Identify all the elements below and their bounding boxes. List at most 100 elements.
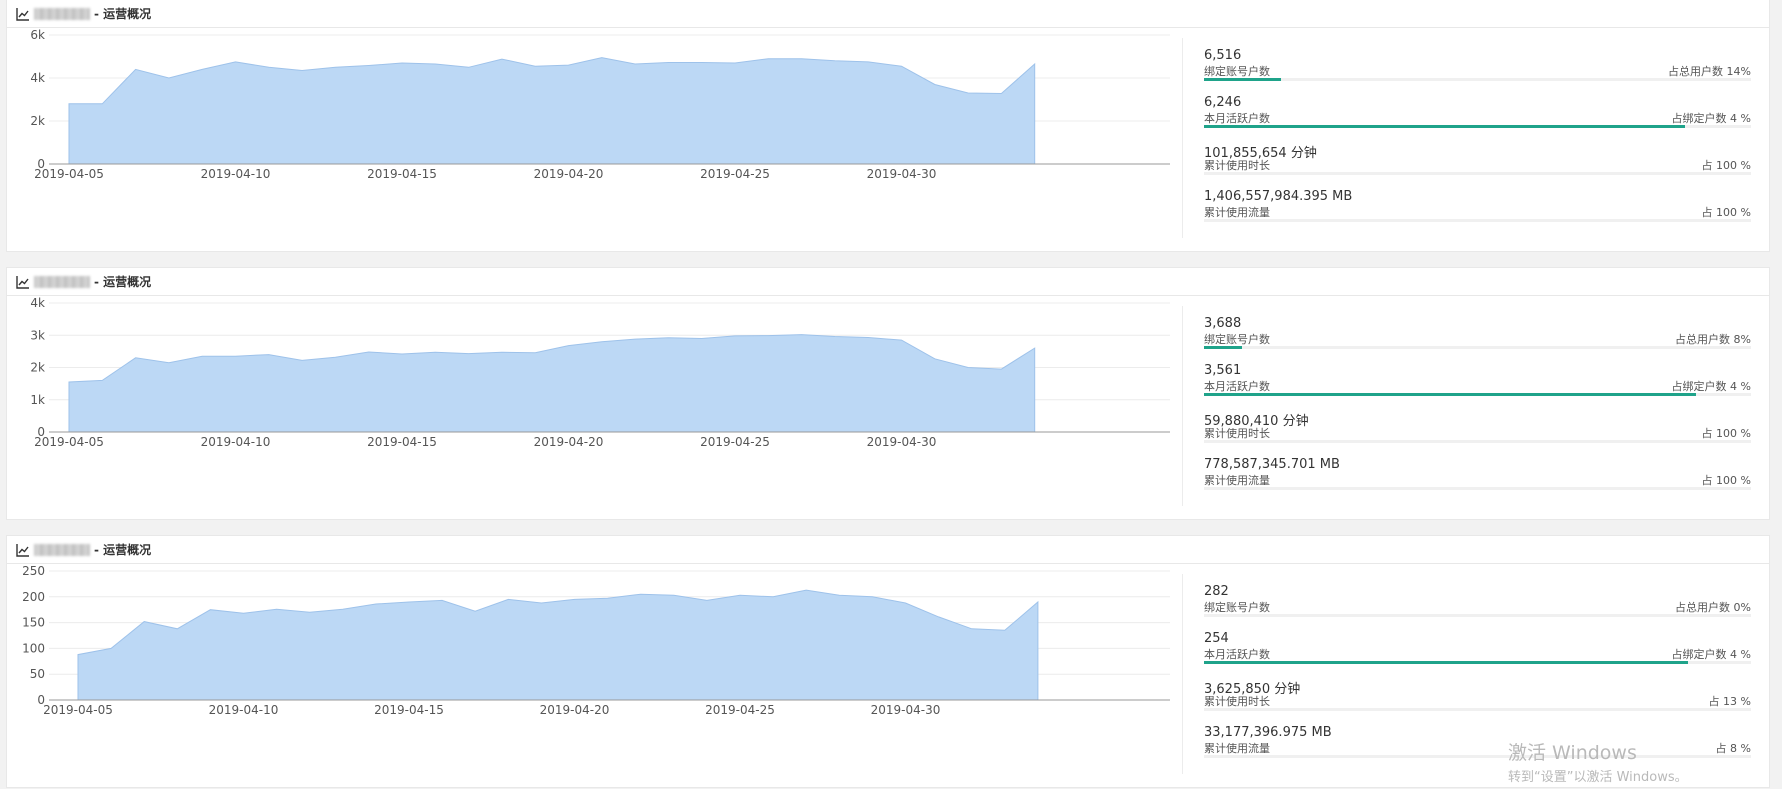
y-tick-label: 100 (22, 641, 45, 655)
stat-value: 3,561 (1204, 363, 1242, 378)
x-tick-label: 2019-04-05 (34, 167, 104, 181)
y-tick-label: 1k (30, 393, 45, 407)
stat-bound-accounts: 3,688 绑定账号户数 占总用户数 8% (1204, 316, 1751, 362)
area-series (68, 57, 1036, 165)
stat-bound-accounts: 6,516 绑定账号户数 占总用户数 14% (1204, 48, 1751, 94)
x-tick-label: 2019-04-25 (700, 435, 770, 449)
y-tick-label: 250 (22, 564, 45, 578)
stat-label: 绑定账号户数 (1204, 65, 1270, 78)
panel-title: - 运营概况 (94, 275, 152, 289)
stat-usage-traffic: 778,587,345.701 MB 累计使用流量 占 100 % (1204, 457, 1751, 503)
y-tick-label: 2k (30, 361, 45, 375)
stat-label: 累计使用时长 (1204, 427, 1270, 440)
stat-value: 101,855,654 分钟 (1204, 146, 1317, 161)
panel-header: - 运营概况 (7, 536, 1769, 564)
stat-label: 本月活跃户数 (1204, 380, 1270, 393)
stat-value: 6,246 (1204, 95, 1242, 110)
line-chart-icon (16, 543, 29, 557)
stat-ratio: 占绑定户数 4 % (1671, 112, 1751, 125)
progress-track (1204, 172, 1751, 175)
stat-ratio: 占 100 % (1701, 159, 1751, 172)
line-chart-icon (16, 275, 29, 289)
panel-divider (1182, 574, 1183, 774)
progress-fill (1204, 125, 1686, 128)
stat-value: 33,177,396.975 MB (1204, 725, 1332, 740)
stat-ratio: 占总用户数 0% (1675, 601, 1751, 614)
stat-label: 绑定账号户数 (1204, 333, 1270, 346)
stat-active-accounts: 6,246 本月活跃户数 占绑定户数 4 % (1204, 95, 1751, 141)
y-tick-label: 3k (30, 328, 45, 342)
x-tick-label: 2019-04-30 (867, 167, 937, 181)
x-tick-label: 2019-04-10 (201, 435, 271, 449)
progress-track (1204, 440, 1751, 443)
y-tick-label: 2k (30, 114, 45, 128)
stat-ratio: 占总用户数 8% (1675, 333, 1751, 346)
x-tick-label: 2019-04-10 (209, 703, 279, 717)
area-series (68, 334, 1036, 433)
x-tick-label: 2019-04-05 (43, 703, 113, 717)
line-chart-icon (16, 7, 29, 21)
panel-header: - 运营概况 (7, 268, 1769, 296)
stat-value: 3,625,850 分钟 (1204, 682, 1301, 697)
stat-ratio: 占 13 % (1708, 695, 1751, 708)
progress-track (1204, 614, 1751, 617)
x-tick-label: 2019-04-15 (374, 703, 444, 717)
y-tick-label: 6k (30, 28, 45, 42)
stat-label: 本月活跃户数 (1204, 112, 1270, 125)
x-tick-label: 2019-04-25 (705, 703, 775, 717)
x-tick-label: 2019-04-05 (34, 435, 104, 449)
stat-usage-duration: 59,880,410 分钟 累计使用时长 占 100 % (1204, 410, 1751, 456)
progress-track (1204, 661, 1751, 664)
stat-active-accounts: 3,561 本月活跃户数 占绑定户数 4 % (1204, 363, 1751, 409)
stat-ratio: 占 100 % (1701, 206, 1751, 219)
x-tick-label: 2019-04-15 (367, 435, 437, 449)
y-tick-label: 150 (22, 616, 45, 630)
progress-track (1204, 708, 1751, 711)
progress-fill (1204, 78, 1281, 81)
stat-usage-traffic: 1,406,557,984.395 MB 累计使用流量 占 100 % (1204, 189, 1751, 235)
overview-panel-2: - 运营概况 0 1k 2k 3k 4k 2019-04-05 2019-04-10 2019… (6, 267, 1770, 520)
stat-active-accounts: 254 本月活跃户数 占绑定户数 4 % (1204, 631, 1751, 677)
stat-label: 累计使用流量 (1204, 742, 1270, 755)
x-tick-label: 2019-04-30 (871, 703, 941, 717)
redacted-name (34, 7, 90, 20)
stat-ratio: 占 8 % (1715, 742, 1751, 755)
stat-usage-traffic: 33,177,396.975 MB 累计使用流量 占 8 % (1204, 725, 1751, 771)
y-tick-label: 4k (30, 296, 45, 310)
stat-label: 累计使用流量 (1204, 206, 1270, 219)
stat-value: 282 (1204, 584, 1229, 599)
y-tick-label: 4k (30, 71, 45, 85)
stat-value: 778,587,345.701 MB (1204, 457, 1340, 472)
x-tick-label: 2019-04-30 (867, 435, 937, 449)
redacted-name (34, 543, 90, 556)
stat-label: 本月活跃户数 (1204, 648, 1270, 661)
progress-fill (1204, 346, 1243, 349)
overview-panel-1: - 运营概况 0 2k 4k 6k 2019-04-05 2019-04-10 2019-0… (6, 0, 1770, 252)
stat-value: 3,688 (1204, 316, 1242, 331)
x-tick-label: 2019-04-20 (540, 703, 610, 717)
stat-label: 累计使用时长 (1204, 159, 1270, 172)
panel-divider (1182, 38, 1183, 238)
stat-usage-duration: 101,855,654 分钟 累计使用时长 占 100 % (1204, 142, 1751, 188)
stat-value: 6,516 (1204, 48, 1242, 63)
stat-usage-duration: 3,625,850 分钟 累计使用时长 占 13 % (1204, 678, 1751, 724)
redacted-name (34, 275, 90, 288)
stat-value: 59,880,410 分钟 (1204, 414, 1309, 429)
area-chart: 0 1k 2k 3k 4k 2019-04-05 2019-04-10 2019-04-15 2… (30, 296, 1170, 449)
stat-ratio: 占 100 % (1701, 427, 1751, 440)
windows-activation-subtitle: 转到“设置”以激活 Windows。 (1508, 770, 1688, 785)
panel-header: - 运营概况 (7, 0, 1769, 28)
progress-track (1204, 346, 1751, 349)
x-tick-label: 2019-04-25 (700, 167, 770, 181)
stat-value: 1,406,557,984.395 MB (1204, 189, 1353, 204)
progress-track (1204, 125, 1751, 128)
panel-title: - 运营概况 (94, 543, 152, 557)
stat-ratio: 占绑定户数 4 % (1671, 648, 1751, 661)
stat-value: 254 (1204, 631, 1229, 646)
progress-track (1204, 219, 1751, 222)
y-tick-label: 0 (37, 425, 45, 439)
x-tick-label: 2019-04-20 (534, 435, 604, 449)
x-tick-label: 2019-04-15 (367, 167, 437, 181)
stat-label: 累计使用流量 (1204, 474, 1270, 487)
progress-fill (1204, 661, 1689, 664)
